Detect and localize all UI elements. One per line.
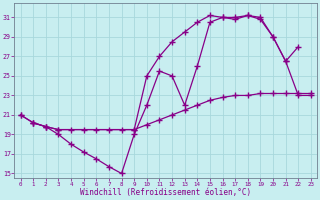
X-axis label: Windchill (Refroidissement éolien,°C): Windchill (Refroidissement éolien,°C)	[80, 188, 251, 197]
